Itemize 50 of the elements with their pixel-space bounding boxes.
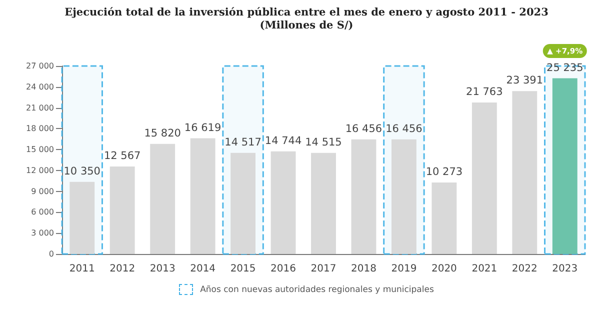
x-tick-label: 2018 xyxy=(351,264,376,274)
data-label: 10 273 xyxy=(426,166,463,178)
y-tick-label: 21 000 xyxy=(26,103,54,112)
data-label: 14 744 xyxy=(264,134,302,147)
data-label: 10 350 xyxy=(64,165,100,178)
bar xyxy=(70,182,95,254)
x-tick-label: 2022 xyxy=(512,264,538,274)
x-tick-label: 2021 xyxy=(472,264,498,274)
x-tick-label: 2012 xyxy=(110,264,136,274)
x-tick-label: 2020 xyxy=(431,264,457,274)
x-tick-label: 2015 xyxy=(230,264,256,274)
y-tick-label: 6 000 xyxy=(31,208,54,217)
data-label: 21 763 xyxy=(466,86,503,98)
data-label: 16 456 xyxy=(386,122,423,135)
y-tick-label: 15 000 xyxy=(26,145,54,154)
data-label: 15 820 xyxy=(144,127,181,140)
bar xyxy=(150,144,176,254)
y-tick-label: 24 000 xyxy=(26,82,54,92)
bar xyxy=(190,138,216,254)
x-tick-label: 2011 xyxy=(69,264,95,274)
bar xyxy=(391,139,416,254)
data-label: 14 517 xyxy=(224,136,262,148)
y-tick-label: 18 000 xyxy=(26,124,54,134)
x-tick-label: 2023 xyxy=(552,264,578,274)
bar xyxy=(110,166,135,254)
y-tick-label: 27 000 xyxy=(26,62,54,70)
bar xyxy=(230,152,256,254)
bar xyxy=(472,102,497,254)
x-tick-label: 2016 xyxy=(270,264,296,274)
x-tick-label: 2017 xyxy=(310,264,336,274)
x-tick-label: 2019 xyxy=(391,264,417,274)
data-label: 23 391 xyxy=(506,74,544,87)
data-label: 14 515 xyxy=(305,136,342,148)
y-tick-label: 12 000 xyxy=(26,166,54,175)
x-tick-label: 2014 xyxy=(190,264,216,274)
bar xyxy=(270,151,296,254)
x-tick-label: 2013 xyxy=(150,264,176,274)
y-tick-label: 9 000 xyxy=(31,186,54,196)
bar xyxy=(311,152,336,254)
data-label: 16 456 xyxy=(345,122,382,135)
data-label: 16 619 xyxy=(184,122,222,134)
bar xyxy=(351,139,376,254)
chart-subtitle: (Millones de S/) xyxy=(260,20,354,32)
y-tick-label: 0 xyxy=(48,250,54,258)
legend-label: Años con nuevas autoridades regionales y municipales xyxy=(200,284,434,294)
data-label: 12 567 xyxy=(104,150,141,162)
bar xyxy=(512,91,538,254)
chart-title: Ejecución total de la inversión pública entre el mes de enero y agosto 2011 - 2023 xyxy=(64,6,548,18)
bar xyxy=(432,182,457,254)
y-tick-label: 3 000 xyxy=(31,228,54,238)
